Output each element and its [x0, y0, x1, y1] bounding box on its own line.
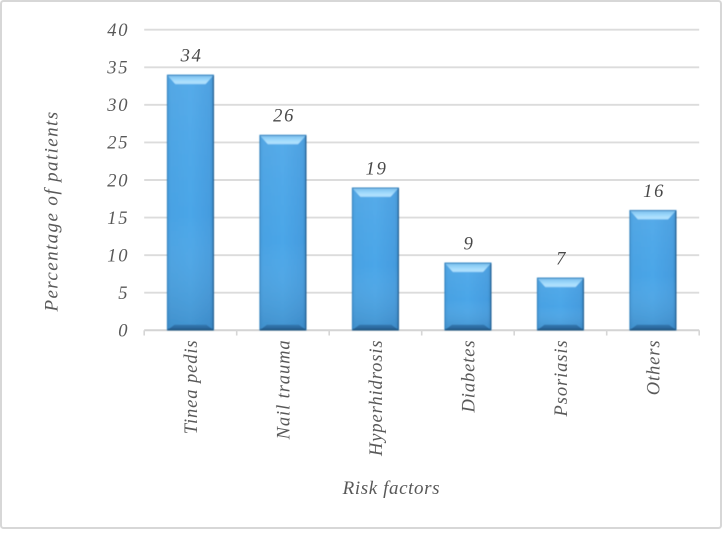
svg-text:35: 35	[106, 59, 129, 79]
svg-text:15: 15	[107, 209, 129, 229]
svg-text:16: 16	[643, 182, 665, 202]
svg-text:5: 5	[118, 284, 129, 304]
svg-text:Psoriasis: Psoriasis	[552, 340, 572, 418]
svg-text:34: 34	[180, 47, 203, 67]
svg-text:Diabetes: Diabetes	[459, 340, 479, 414]
svg-text:9: 9	[464, 234, 475, 254]
svg-text:Percentage of patients: Percentage of patients	[41, 110, 62, 312]
svg-text:Nail trauma: Nail trauma	[274, 340, 294, 441]
svg-text:25: 25	[107, 134, 129, 154]
svg-text:30: 30	[106, 96, 129, 116]
svg-text:20: 20	[107, 171, 129, 191]
svg-text:Hyperhidrosis: Hyperhidrosis	[367, 340, 387, 458]
svg-text:19: 19	[366, 159, 388, 179]
svg-text:26: 26	[273, 107, 295, 127]
svg-text:Tinea pedis: Tinea pedis	[182, 340, 202, 435]
svg-text:Others: Others	[644, 340, 664, 396]
svg-text:Risk factors: Risk factors	[342, 478, 440, 499]
svg-text:40: 40	[107, 21, 129, 41]
svg-text:0: 0	[118, 322, 129, 342]
svg-text:10: 10	[107, 246, 129, 266]
svg-text:7: 7	[556, 250, 567, 270]
